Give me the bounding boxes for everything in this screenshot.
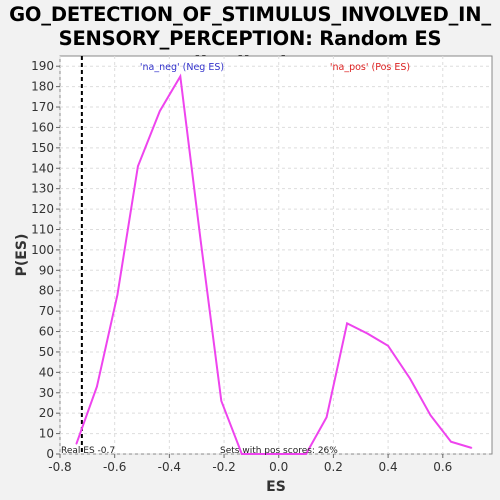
- x-tick-label: -0.4: [158, 460, 181, 474]
- data-point: [137, 165, 139, 168]
- data-point: [158, 110, 161, 112]
- y-tick-label: 160: [31, 120, 54, 134]
- y-tick-label: 50: [39, 345, 54, 359]
- y-tick-label: 60: [39, 325, 54, 339]
- y-tick-label: 10: [39, 427, 54, 441]
- real-es-annotation: Real ES -0.7: [61, 446, 115, 456]
- y-tick-label: 90: [39, 263, 54, 277]
- data-point: [96, 385, 98, 388]
- data-point: [116, 294, 119, 296]
- x-axis-label: ES: [266, 479, 286, 495]
- data-point: [409, 377, 411, 380]
- data-point: [200, 240, 202, 243]
- data-point: [470, 447, 473, 449]
- data-point: [241, 453, 243, 455]
- y-tick-label: 140: [31, 161, 54, 175]
- pos-sets-annotation: Sets with pos scores: 26%: [220, 446, 338, 456]
- y-tick-label: 70: [39, 304, 54, 318]
- data-point: [429, 414, 432, 417]
- y-tick-label: 150: [31, 141, 54, 155]
- x-tick-label: -0.2: [212, 460, 235, 474]
- data-point: [305, 453, 307, 455]
- chart-title-line1: GO_DETECTION_OF_STIMULUS_INVOLVED_IN_: [9, 3, 491, 26]
- data-point: [346, 322, 348, 325]
- y-tick-label: 110: [31, 222, 54, 236]
- y-tick-label: 190: [31, 59, 54, 73]
- data-point: [75, 442, 78, 445]
- y-tick-label: 130: [31, 182, 54, 196]
- y-tick-label: 170: [31, 100, 54, 114]
- x-tick-label: 0.0: [269, 460, 288, 474]
- data-point: [366, 332, 369, 335]
- plot-area: [59, 55, 493, 455]
- y-tick-label: 40: [39, 365, 54, 379]
- y-axis: 0 10 20 30 40 50 60 70 80 90 100 110 120 130 140 150 160…: [31, 59, 60, 461]
- legend-neg: 'na_neg' (Neg ES): [140, 62, 224, 73]
- y-tick-label: 80: [39, 284, 54, 298]
- data-point: [179, 75, 182, 78]
- x-tick-label: 0.6: [433, 460, 452, 474]
- data-point: [450, 440, 452, 443]
- data-point: [261, 453, 264, 455]
- data-point: [220, 400, 223, 402]
- y-tick-label: 120: [31, 202, 54, 216]
- x-tick-label: 0.4: [379, 460, 398, 474]
- y-axis-label: P(ES): [14, 234, 30, 277]
- grid-lines: [59, 56, 492, 455]
- x-axis: -0.8 -0.6 -0.4 -0.2 0.0 0.2 0.4 0.6: [48, 454, 452, 474]
- y-tick-label: 100: [31, 243, 54, 257]
- y-tick-label: 180: [31, 80, 54, 94]
- y-tick-label: 20: [39, 406, 54, 420]
- y-tick-label: 30: [39, 386, 54, 400]
- x-tick-label: 0.2: [324, 460, 343, 474]
- series-points: [75, 75, 473, 455]
- legend-pos: 'na_pos' (Pos ES): [330, 62, 410, 73]
- x-tick-label: -0.8: [48, 460, 71, 474]
- data-point: [387, 345, 389, 347]
- x-tick-label: -0.6: [103, 460, 126, 474]
- y-tick-label: 0: [46, 447, 54, 461]
- data-point: [325, 416, 328, 419]
